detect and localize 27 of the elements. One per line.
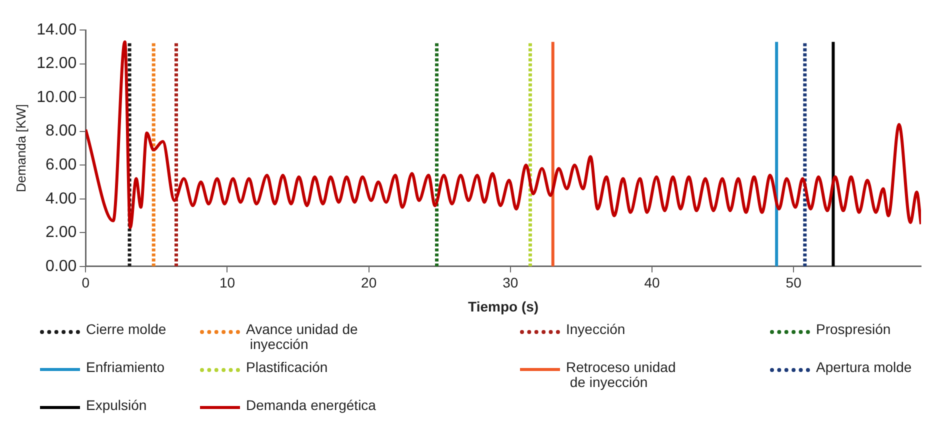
x-tick-label: 10 <box>219 274 236 291</box>
line-series <box>86 40 921 230</box>
y-tick-label: 0.00 <box>46 258 77 275</box>
y-tick-label: 14.00 <box>36 21 77 38</box>
legend-label: Expulsión <box>86 397 147 413</box>
y-tick-label: 10.00 <box>36 88 77 106</box>
legend-label: Plastificación <box>246 359 328 375</box>
legend-label: Avance unidad de inyección <box>246 321 358 352</box>
y-tick-label: 4.00 <box>46 190 77 208</box>
y-tick-label: 8.00 <box>46 122 77 140</box>
y-tick-label: 6.00 <box>46 156 77 174</box>
legend-label: Retroceso unidad de inyección <box>566 359 676 390</box>
x-tick-label: 30 <box>502 274 518 291</box>
x-tick-label: 50 <box>786 274 802 291</box>
legend-label: Cierre molde <box>86 321 166 337</box>
x-tick-label: 0 <box>82 274 90 291</box>
y-axis-title: Demanda [KW] <box>13 104 28 192</box>
x-tick-label: 40 <box>644 274 660 291</box>
legend-label: Demanda energética <box>246 397 376 413</box>
x-tick-label: 20 <box>361 274 377 291</box>
legend-label: Prospresión <box>816 321 891 337</box>
legend-label: Enfriamiento <box>86 359 165 375</box>
y-tick-label: 12.00 <box>36 55 77 72</box>
y-tick-label: 2.00 <box>46 224 77 242</box>
legend-label: Inyección <box>566 321 626 337</box>
x-axis-title: Tiempo (s) <box>468 298 539 314</box>
legend-label: Apertura molde <box>816 359 912 375</box>
